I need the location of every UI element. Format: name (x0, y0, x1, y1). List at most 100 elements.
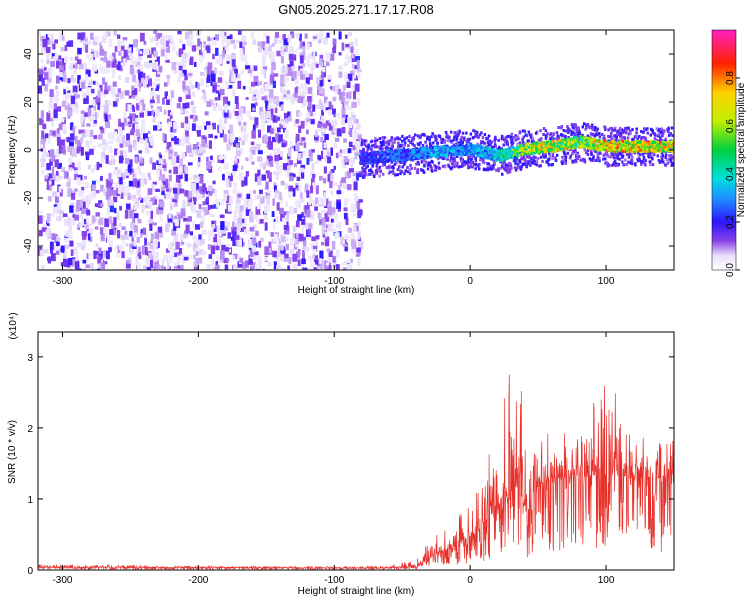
spectrogram-noise-cell (40, 41, 45, 47)
spectrogram-noise-cell (56, 241, 60, 247)
spectrogram-noise-cell (307, 87, 313, 94)
spectrogram-noise-cell (105, 141, 108, 150)
chart-title: GN05.2025.271.17.17.R08 (278, 2, 433, 17)
spectrogram-noise-cell (64, 244, 70, 249)
spectrogram-noise-cell (206, 48, 211, 54)
spectrogram-noise-cell (49, 241, 54, 250)
spectrogram-ridge-halo (624, 127, 627, 130)
spectrogram-ridge-halo (671, 134, 674, 137)
spectrogram-ridge-halo (602, 136, 605, 140)
spectrogram-ridge-halo (470, 161, 473, 165)
spectrogram-noise-cell (48, 102, 52, 109)
spectrogram-noise-cell (343, 267, 348, 270)
spectrogram-noise-cell (298, 138, 302, 143)
spectrogram-ridge-halo (589, 132, 593, 136)
spectrogram-noise-cell (280, 181, 286, 186)
spectrogram-noise-cell (87, 107, 92, 117)
spectrogram-noise-cell (212, 40, 217, 46)
spectrogram-ridge-halo (628, 129, 632, 133)
spectrogram-noise-cell (165, 178, 169, 185)
spectrogram-noise-cell (91, 168, 95, 174)
spectrogram-noise-cell (166, 188, 171, 194)
spectrogram-noise-cell (163, 254, 169, 261)
spectrogram-ridge-halo (564, 161, 567, 165)
spectrogram-noise-cell (177, 166, 182, 171)
spectrogram-ridge-halo (481, 140, 485, 144)
spectrogram-noise-cell (121, 251, 125, 259)
spectrogram-noise-cell (117, 40, 121, 49)
spectrogram-noise-cell (304, 71, 308, 78)
spectrogram-noise-cell (278, 134, 283, 142)
spectrogram-ridge-halo (637, 151, 640, 155)
spectrogram-noise-cell (91, 180, 96, 186)
spectrogram-noise-cell (152, 238, 158, 248)
spectrogram-noise-cell (307, 96, 312, 102)
spectrogram-ridge-halo (518, 160, 522, 164)
spectrogram-noise-cell (98, 247, 102, 254)
spectrogram-noise-cell (49, 41, 54, 46)
spectrogram-noise-cell (345, 104, 350, 110)
spectrogram-ridge-halo (466, 141, 469, 144)
spectrogram-noise-cell (235, 158, 240, 163)
spectrogram-noise-cell (167, 96, 170, 101)
spectrogram-noise-cell (232, 221, 235, 229)
spectrogram-noise-cell (184, 122, 189, 130)
spectrogram-ridge-halo (432, 141, 435, 145)
spectrogram-noise-cell (330, 120, 335, 126)
spectrogram-noise-cell (114, 225, 119, 232)
spectrogram-ridge-halo (391, 139, 394, 143)
spectrogram-ridge-halo (390, 136, 394, 140)
spectrogram-noise-cell (268, 232, 272, 236)
spectrogram-ridge-halo (655, 127, 659, 131)
spectrogram-noise-cell (61, 100, 66, 108)
spectrogram-ridge-halo (649, 151, 652, 155)
spectrogram-noise-cell (82, 259, 87, 264)
spectrogram-noise-cell (291, 99, 295, 105)
spectrogram-ridge-cell (363, 155, 366, 158)
spectrogram-noise-cell (148, 252, 153, 259)
spectrogram-ridge-cell (567, 139, 571, 143)
spectrogram-noise-cell (322, 233, 326, 238)
spectrogram-noise-cell (161, 190, 165, 196)
spectrogram-noise-cell (218, 124, 223, 133)
spectrogram-ridge-halo (510, 166, 513, 170)
spectrogram-noise-cell (47, 173, 53, 179)
spectrogram-noise-cell (94, 226, 99, 230)
spectrogram-noise-cell (43, 249, 49, 254)
spectrogram-noise-cell (346, 170, 351, 178)
spectrogram-noise-cell (348, 141, 353, 147)
spectrogram-noise-cell (222, 155, 227, 160)
spectrogram-noise-cell (321, 210, 326, 214)
spectrogram-noise-cell (137, 251, 142, 260)
spectrogram-noise-cell (109, 160, 112, 166)
spectrogram-noise-cell (294, 70, 299, 77)
spectrogram-ridge-halo (531, 160, 534, 164)
spectrogram-ridge-halo (393, 137, 397, 141)
spectrogram-noise-cell (45, 46, 51, 53)
spectrogram-noise-cell (181, 152, 186, 160)
spectrogram-noise-cell (302, 150, 307, 157)
spectrogram-noise-cell (189, 231, 193, 236)
spectrogram-noise-cell (144, 138, 148, 145)
spectrogram-noise-cell (312, 35, 318, 40)
spectrogram-noise-cell (40, 110, 44, 119)
spectrogram-ridge-halo (445, 135, 448, 139)
spectrogram-ridge-halo (640, 162, 643, 166)
spectrogram-noise-cell (298, 171, 302, 180)
spectrogram-noise-cell (255, 206, 261, 215)
spectrogram-noise-cell (295, 185, 299, 189)
spectrogram-ridge-halo (627, 155, 631, 159)
spectrogram-ridge-halo (515, 156, 519, 160)
spectrogram-noise-cell (319, 58, 323, 66)
spectrogram-noise-cell (301, 95, 305, 104)
spectrogram-noise-cell (173, 252, 178, 257)
spectrogram-noise-cell (338, 221, 342, 230)
spectrogram-ridge-halo (583, 158, 586, 162)
spectrogram-noise-cell (113, 196, 118, 203)
spectrogram-noise-cell (182, 103, 187, 109)
spectrogram-ridge-halo (499, 166, 502, 170)
spectrogram-noise-cell (124, 190, 128, 197)
spectrogram-noise-cell (232, 255, 236, 260)
spectrogram-ridge-halo (386, 148, 389, 151)
spectrogram-noise-cell (86, 209, 91, 216)
